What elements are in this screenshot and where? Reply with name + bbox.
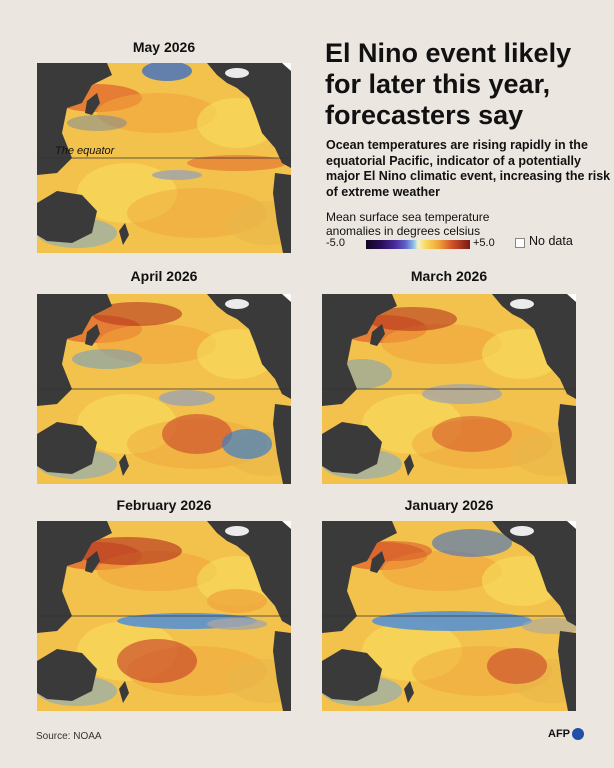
- map-title-april: April 2026: [130, 268, 198, 284]
- legend-max-label: +5.0: [473, 237, 495, 249]
- legend-title: Mean surface sea temperature anomalies i…: [326, 210, 490, 238]
- map-title-february: February 2026: [116, 497, 212, 513]
- legend-min-label: -5.0: [326, 237, 345, 249]
- map-title-january: January 2026: [404, 497, 494, 513]
- source-credit: Source: NOAA: [36, 731, 102, 742]
- afp-logo-icon: [572, 728, 584, 740]
- afp-logo: AFP: [548, 728, 584, 740]
- sst-map-april: [37, 294, 291, 484]
- afp-logo-text: AFP: [548, 728, 570, 740]
- map-title-march: March 2026: [410, 268, 488, 284]
- subtitle: Ocean temperatures are rising rapidly in…: [326, 138, 611, 199]
- no-data-label: No data: [529, 234, 573, 248]
- map-title-may: May 2026: [132, 39, 196, 55]
- sst-map-may: [37, 63, 291, 253]
- legend-color-scale: [366, 240, 470, 249]
- equator-label: The equator: [55, 145, 115, 157]
- sst-map-february: [37, 521, 291, 711]
- headline: El Nino event likely for later this year…: [325, 38, 572, 130]
- no-data-swatch: [515, 238, 525, 248]
- sst-map-january: [322, 521, 576, 711]
- sst-map-march: [322, 294, 576, 484]
